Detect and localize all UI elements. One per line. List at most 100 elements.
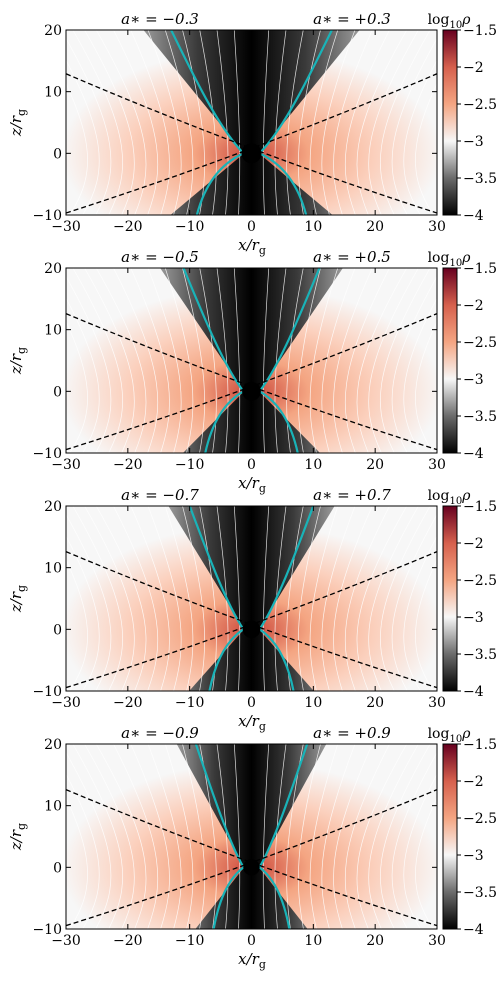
colorbar: −1.5 −2 −2.5 −3 −3.5 −4 log10ρ	[428, 250, 497, 462]
x-tick-label: −20	[113, 219, 143, 235]
spin-label-right: a∗ = +0.9	[313, 724, 391, 742]
colorbar-tick: −2.5	[463, 811, 497, 827]
y-tick-label: 20	[44, 499, 62, 515]
x-tick-label: 30	[428, 933, 446, 949]
y-tick-label: 0	[53, 860, 62, 876]
colorbar-tick: −3	[463, 848, 484, 864]
panel-4: −30 −20 −10 0 10 20 30 −10 0 10 20 a∗ = −0.9 a∗ = +0…	[7, 724, 497, 971]
colorbar-tick: −1.5	[463, 499, 497, 515]
colorbar-label: log10ρ	[428, 488, 472, 507]
y-tick-label: 20	[44, 261, 62, 277]
plot-area	[66, 30, 437, 215]
spin-label-right: a∗ = +0.7	[313, 486, 391, 504]
black-hole	[242, 381, 261, 401]
colorbar-tick: −2	[463, 536, 484, 552]
panel-3: −30 −20 −10 0 10 20 30 −10 0 10 20 a∗ = −0.7 a∗ = +0…	[7, 486, 497, 733]
jet-funnel	[160, 268, 343, 453]
y-tick-label: 10	[44, 323, 62, 339]
field-lines	[66, 30, 437, 215]
y-tick-label: 10	[44, 85, 62, 101]
colorbar-label: log10ρ	[428, 12, 472, 31]
panel-1: −30 −20 −10 0 10 20 30 −10 0 10 20 a∗ = −0.3 a∗ = +0…	[7, 10, 497, 257]
colorbar-tick: −2.5	[463, 97, 497, 113]
colorbar-label: log10ρ	[428, 250, 472, 269]
x-tick-label: 20	[366, 933, 384, 949]
colorbar-tick: −4	[463, 208, 484, 224]
y-tick-label: 0	[53, 384, 62, 400]
x-tick-label: 0	[247, 695, 256, 711]
colorbar-tick: −2	[463, 60, 484, 76]
x-tick-label: 10	[304, 695, 322, 711]
x-tick-label: −10	[175, 219, 205, 235]
panel-2: −30 −20 −10 0 10 20 30 −10 0 10 20 a∗ = −0.5 a∗ = +0…	[7, 248, 497, 495]
y-axis-label: z/rg	[7, 823, 28, 851]
colorbar-tick: −4	[463, 922, 484, 938]
x-tick-label: 10	[304, 219, 322, 235]
field-lines	[66, 744, 437, 929]
colorbar-tick: −3	[463, 372, 484, 388]
y-tick-label: −10	[32, 208, 62, 224]
colorbar-tick: −3.5	[463, 885, 497, 901]
x-tick-label: −20	[113, 933, 143, 949]
colorbar-tick: −1.5	[463, 737, 497, 753]
jet-funnel	[176, 744, 327, 929]
x-axis-label: x/rg	[238, 474, 266, 495]
x-tick-label: −30	[51, 457, 81, 473]
colorbar-tick: −2.5	[463, 573, 497, 589]
x-tick-label: −10	[175, 457, 205, 473]
colorbar-tick: −4	[463, 446, 484, 462]
colorbar: −1.5 −2 −2.5 −3 −3.5 −4 log10ρ	[428, 488, 497, 700]
colorbar-label: log10ρ	[428, 726, 472, 745]
x-tick-label: 20	[366, 219, 384, 235]
colorbar-tick: −2	[463, 774, 484, 790]
y-tick-label: 0	[53, 622, 62, 638]
y-axis-label: z/rg	[7, 109, 28, 137]
x-axis-label: x/rg	[238, 236, 266, 257]
y-tick-label: 20	[44, 23, 62, 39]
colorbar-tick: −1.5	[463, 261, 497, 277]
plot-area	[66, 506, 437, 691]
spin-label-left: a∗ = −0.7	[121, 486, 199, 504]
x-tick-label: −20	[113, 457, 143, 473]
jet-boundary	[182, 268, 321, 453]
x-tick-label: 20	[366, 695, 384, 711]
field-lines	[66, 268, 437, 453]
x-tick-label: 30	[428, 457, 446, 473]
y-tick-label: −10	[32, 446, 62, 462]
y-tick-label: 20	[44, 737, 62, 753]
jet-boundary	[170, 30, 333, 215]
spin-label-left: a∗ = −0.3	[121, 10, 199, 28]
y-tick-label: −10	[32, 684, 62, 700]
colorbar: −1.5 −2 −2.5 −3 −3.5 −4 log10ρ	[428, 12, 497, 224]
x-tick-label: 10	[304, 933, 322, 949]
jet-funnel	[168, 506, 335, 691]
plot-area	[66, 744, 437, 929]
colorbar-tick: −3.5	[463, 409, 497, 425]
x-tick-label: −30	[51, 219, 81, 235]
spin-label-right: a∗ = +0.5	[313, 248, 391, 266]
y-tick-label: 0	[53, 146, 62, 162]
colorbar-tick: −3.5	[463, 647, 497, 663]
colorbar-tick: −3	[463, 134, 484, 150]
colorbar-tick: −3.5	[463, 171, 497, 187]
colorbar-tick: −2	[463, 298, 484, 314]
spin-label-left: a∗ = −0.5	[121, 248, 199, 266]
x-tick-label: 10	[304, 457, 322, 473]
y-axis-label: z/rg	[7, 347, 28, 375]
x-tick-label: 0	[247, 219, 256, 235]
x-tick-label: 30	[428, 695, 446, 711]
colorbar-tick: −4	[463, 684, 484, 700]
x-tick-label: −10	[175, 933, 205, 949]
black-hole	[243, 859, 260, 876]
plot-area	[66, 268, 437, 453]
jet-funnel	[143, 30, 360, 215]
x-tick-label: 0	[247, 933, 256, 949]
black-hole	[241, 143, 262, 164]
x-axis-label: x/rg	[238, 950, 266, 971]
x-tick-label: −10	[175, 695, 205, 711]
jet-boundary	[188, 506, 315, 691]
x-axis-label: x/rg	[238, 712, 266, 733]
field-lines	[66, 506, 437, 691]
x-tick-label: 20	[366, 457, 384, 473]
